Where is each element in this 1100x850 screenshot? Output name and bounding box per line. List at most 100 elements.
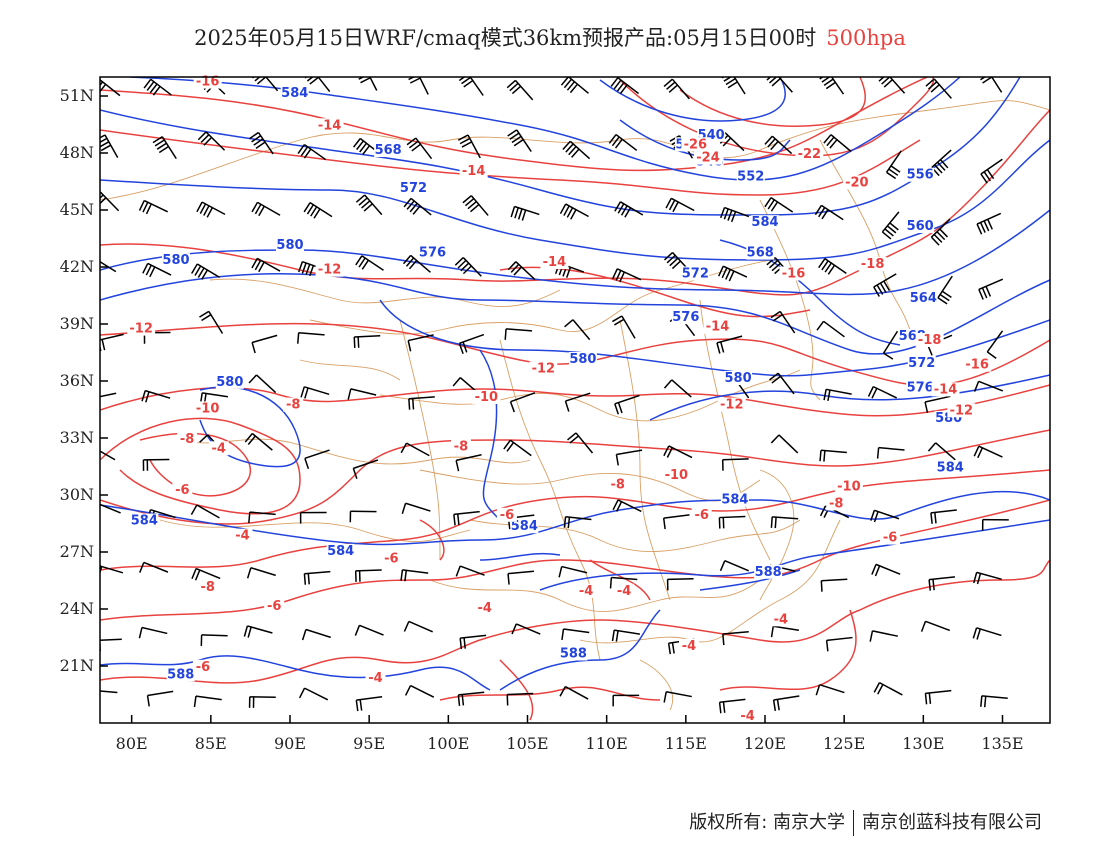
temp-contour-label-bg bbox=[283, 397, 304, 412]
temp-contour-label-bg bbox=[540, 255, 569, 270]
wind-barb bbox=[612, 315, 636, 339]
wind-barb bbox=[504, 328, 533, 340]
wind-barb bbox=[462, 195, 489, 216]
temp-contour-label: -12 bbox=[318, 263, 342, 278]
wind-barb bbox=[814, 204, 844, 221]
lon-tick-label: 115E bbox=[665, 734, 707, 753]
footer-divider bbox=[853, 810, 854, 836]
temp-contour-label: -6 bbox=[500, 508, 514, 523]
wind-barb bbox=[199, 310, 224, 334]
wind-barb bbox=[354, 624, 384, 636]
height-contour-label-bg bbox=[671, 310, 700, 325]
height-contour-label-bg bbox=[374, 143, 403, 157]
temp-contour-label: -4 bbox=[579, 584, 593, 599]
height-contour-label: 580 bbox=[569, 352, 596, 367]
wind-barb bbox=[454, 257, 482, 277]
wind-barb bbox=[614, 201, 644, 218]
temp-contour-label: -8 bbox=[611, 477, 625, 492]
height-contour-label: 560 bbox=[907, 219, 934, 234]
wind-barb bbox=[503, 439, 532, 457]
height-contour-label: 584 bbox=[131, 514, 158, 529]
temp-contour-label: -4 bbox=[682, 639, 696, 654]
height-contour-label: 576 bbox=[419, 246, 446, 261]
wind-barb bbox=[823, 134, 852, 152]
wind-barb bbox=[665, 197, 695, 213]
height-contour-label-bg bbox=[936, 460, 965, 475]
temp-contour-label-bg bbox=[381, 551, 402, 566]
height-contour-label-bg bbox=[568, 352, 597, 366]
wind-barb bbox=[764, 197, 794, 213]
wind-barb bbox=[403, 620, 433, 633]
wind-barb bbox=[927, 442, 956, 461]
wind-barb bbox=[816, 320, 845, 338]
wind-barb bbox=[100, 392, 117, 398]
temp-contour-label: -10 bbox=[665, 468, 689, 483]
wind-barb bbox=[825, 636, 853, 652]
wind-barb bbox=[248, 131, 274, 155]
wind-barb bbox=[818, 258, 847, 275]
temp-contour-label-bg bbox=[703, 319, 732, 334]
wind-barb bbox=[978, 278, 1004, 300]
wind-barb bbox=[719, 559, 750, 572]
temp-contour-label-bg bbox=[858, 257, 887, 271]
wind-barb bbox=[930, 509, 957, 524]
wind-barb bbox=[304, 449, 330, 470]
temp-contour-label: -14 bbox=[318, 118, 342, 133]
temp-contour-label-bg bbox=[208, 441, 229, 456]
wind-barb bbox=[401, 502, 431, 514]
height-contour-label: 584 bbox=[721, 493, 748, 508]
wind-barb bbox=[193, 695, 222, 708]
wind-barb bbox=[190, 504, 220, 519]
copyright-left: 版权所有: 南京大学 bbox=[689, 812, 845, 833]
wind-barb bbox=[509, 392, 536, 413]
wind-barb bbox=[558, 565, 588, 578]
wind-barb bbox=[564, 319, 591, 341]
wind-barb bbox=[507, 261, 536, 281]
wind-barb bbox=[882, 330, 899, 360]
wind-barb bbox=[400, 442, 430, 457]
wind-barb bbox=[251, 257, 281, 273]
height-contour-label-bg bbox=[280, 86, 309, 100]
temp-contour-label: -4 bbox=[740, 709, 754, 724]
lat-tick-label: 48N bbox=[60, 143, 94, 162]
height-contour-label-bg bbox=[724, 371, 753, 385]
wind-barb bbox=[297, 331, 325, 344]
wind-barb bbox=[823, 388, 852, 401]
wind-barb bbox=[770, 516, 799, 529]
wind-barb bbox=[402, 254, 431, 273]
wind-barb bbox=[819, 449, 847, 462]
wind-barb bbox=[867, 385, 898, 399]
wind-barb bbox=[301, 628, 331, 641]
temp-contour-label: -14 bbox=[706, 320, 730, 335]
wind-barb bbox=[973, 445, 1003, 459]
wind-barb bbox=[248, 374, 277, 394]
wind-barb bbox=[191, 263, 220, 280]
height-contour-label: 580 bbox=[725, 371, 752, 386]
wind-barb bbox=[770, 434, 799, 454]
temp-contour-label: -6 bbox=[196, 660, 210, 675]
temp-contour-label-bg bbox=[691, 507, 712, 522]
temp-contour-label: -12 bbox=[950, 403, 974, 418]
height-contour-label: 572 bbox=[908, 356, 935, 371]
height-contour-label-bg bbox=[909, 291, 938, 306]
temp-contour-label-bg bbox=[679, 638, 699, 653]
temp-contour-label-bg bbox=[717, 397, 746, 412]
wind-barb bbox=[718, 265, 748, 282]
wind-barb bbox=[561, 628, 590, 641]
height-contour-label: 572 bbox=[400, 181, 427, 196]
wind-barb bbox=[768, 372, 795, 395]
wind-barb bbox=[400, 569, 429, 582]
lat-tick-label: 27N bbox=[60, 542, 94, 561]
temp-contour-label-bg bbox=[834, 479, 863, 494]
height-contour-label: 576 bbox=[672, 310, 699, 325]
height-contour-label-bg bbox=[681, 266, 710, 281]
lon-tick-label: 130E bbox=[902, 734, 944, 753]
wind-barb bbox=[719, 206, 750, 223]
temp-contour-label: -14 bbox=[462, 164, 486, 179]
temp-contour-label: -4 bbox=[774, 612, 788, 627]
wind-barb bbox=[355, 194, 383, 216]
wind-barb bbox=[764, 135, 793, 155]
wind-barb bbox=[298, 687, 329, 701]
wind-barb bbox=[200, 634, 228, 646]
wind-barb bbox=[560, 77, 589, 94]
